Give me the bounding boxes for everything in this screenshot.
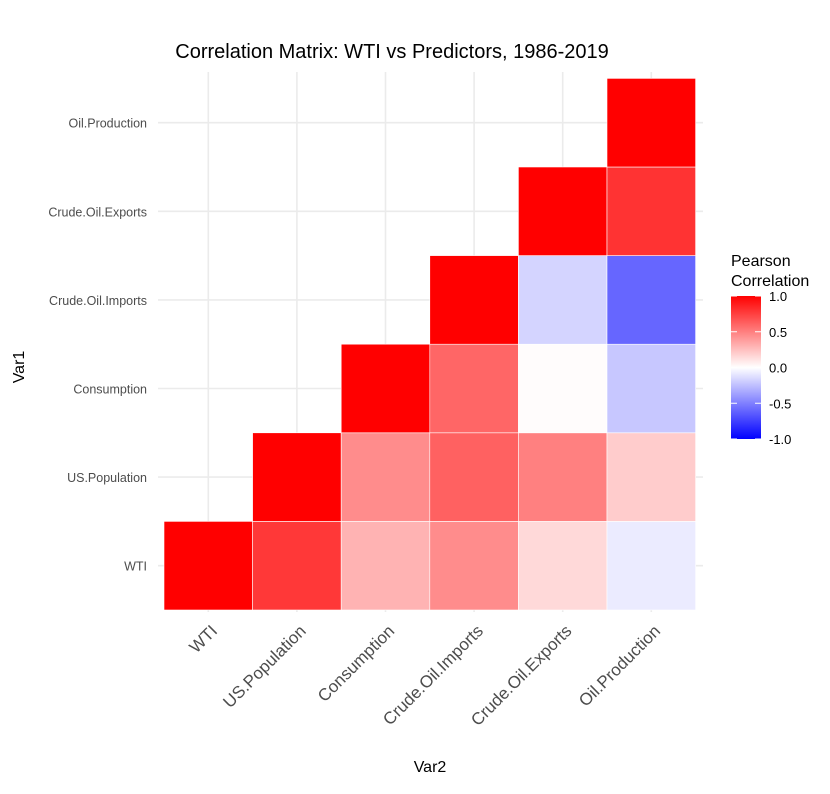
legend-ticks: 1.0 0.5 0.0 -0.5 -1.0	[731, 289, 791, 447]
cell-consumption-vs-wti	[340, 521, 431, 611]
cell-crude-oil-imports-vs-wti	[429, 521, 519, 611]
cell-oil-production-vs-consumption	[606, 343, 696, 434]
color-legend: Pearson Correlation 1.0 0.5 0.0 -0.5 -1.0	[731, 253, 809, 447]
y-tick-label-oil-production: Oil.Production	[68, 117, 147, 131]
cell-oil-production-vs-crude-oil-imports	[606, 255, 696, 345]
x-tick-label-wti: WTI	[186, 621, 221, 656]
y-tick-label-us-population: US.Population	[67, 471, 147, 485]
cell-crude-oil-exports-vs-crude-oil-imports	[518, 255, 608, 345]
legend-title-line-1: Pearson	[731, 253, 791, 270]
legend-tick-label: -0.5	[769, 396, 791, 411]
legend-title-line-2: Correlation	[731, 273, 809, 290]
cell-oil-production-vs-us-population	[606, 432, 696, 522]
cell-us-population-vs-wti	[252, 521, 342, 611]
y-tick-label-consumption: Consumption	[73, 383, 147, 397]
y-axis-title: Var1	[11, 351, 28, 384]
cell-crude-oil-exports-vs-consumption	[518, 343, 608, 434]
legend-tick-label: 1.0	[769, 289, 787, 304]
cell-consumption-vs-us-population	[340, 432, 431, 522]
y-tick-label-crude-oil-exports: Crude.Oil.Exports	[48, 205, 147, 219]
legend-tick-label: -1.0	[769, 432, 791, 447]
chart-title: Correlation Matrix: WTI vs Predictors, 1…	[175, 41, 609, 63]
x-axis-title: Var2	[414, 759, 447, 776]
cell-wti-vs-wti	[163, 521, 253, 611]
cell-crude-oil-exports-vs-crude-oil-exports	[518, 166, 608, 256]
x-tick-label-oil-production: Oil.Production	[575, 621, 664, 710]
legend-tick-label: 0.5	[769, 325, 787, 340]
x-tick-label-us-population: US.Population	[219, 621, 309, 711]
cell-crude-oil-imports-vs-us-population	[429, 432, 519, 522]
cell-crude-oil-imports-vs-crude-oil-imports	[429, 255, 519, 345]
cell-consumption-vs-consumption	[340, 343, 431, 434]
cell-oil-production-vs-wti	[606, 521, 696, 611]
heatmap-cells	[163, 78, 696, 611]
y-tick-label-crude-oil-imports: Crude.Oil.Imports	[49, 294, 147, 308]
cell-crude-oil-imports-vs-consumption	[429, 343, 519, 434]
legend-tick-label: 0.0	[769, 361, 787, 376]
cell-crude-oil-exports-vs-us-population	[518, 432, 608, 522]
cell-oil-production-vs-crude-oil-exports	[606, 166, 696, 256]
cell-us-population-vs-us-population	[252, 432, 342, 522]
x-tick-label-consumption: Consumption	[314, 621, 398, 705]
y-tick-label-wti: WTI	[124, 560, 147, 574]
cell-oil-production-vs-oil-production	[606, 78, 696, 168]
cell-crude-oil-exports-vs-wti	[518, 521, 608, 611]
y-axis-ticks: WTI US.Population Consumption Crude.Oil.Imp…	[48, 117, 147, 574]
